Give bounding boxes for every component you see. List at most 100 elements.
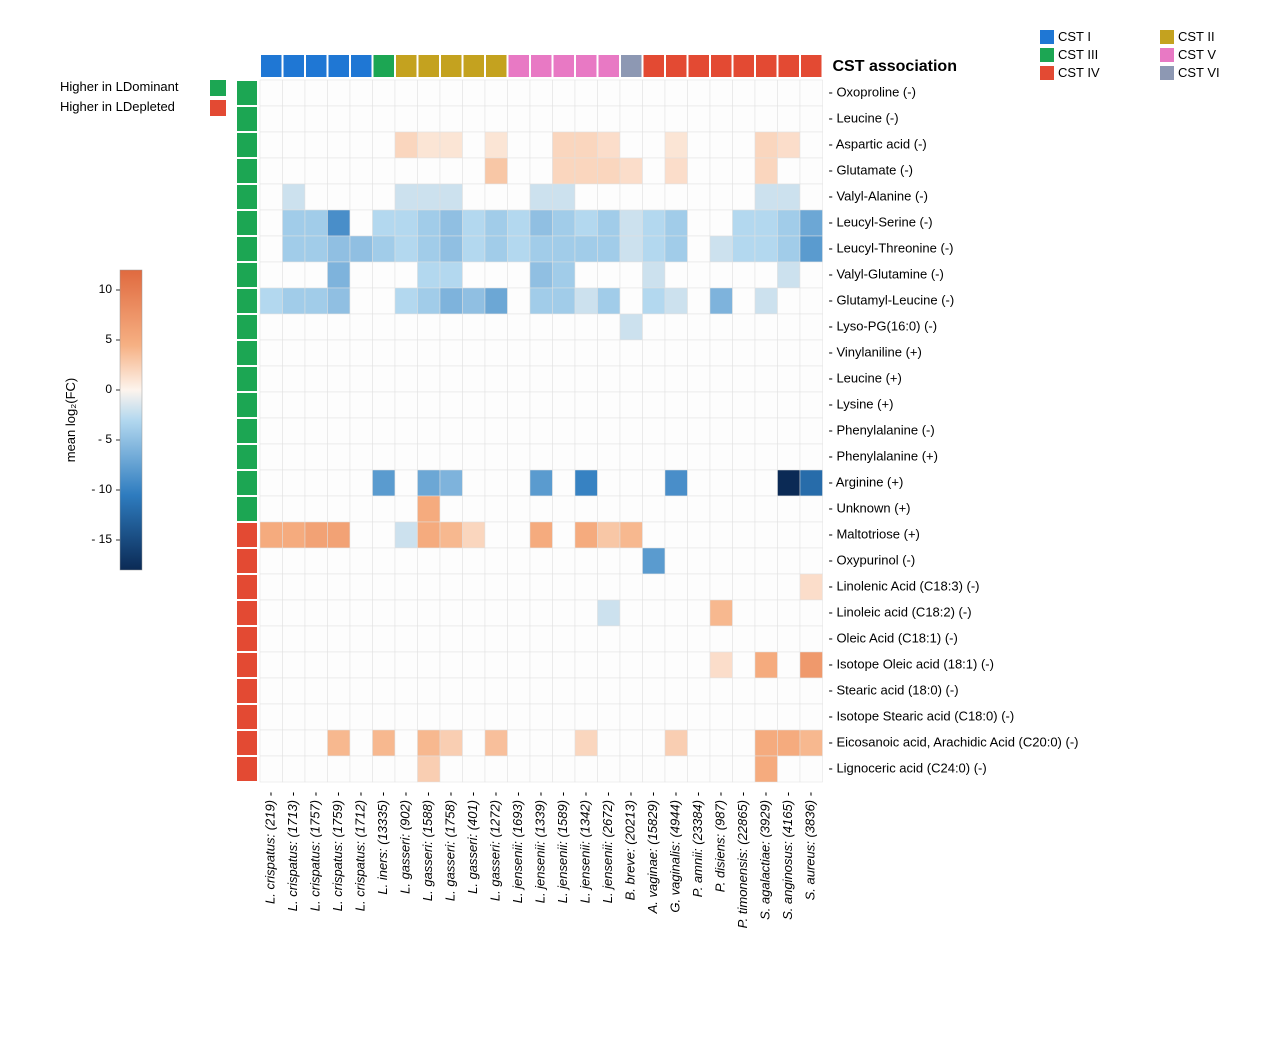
heatmap-cell [575,288,598,314]
row-annot-cell [236,132,258,158]
heatmap-cell [778,730,801,756]
heatmap-cell [688,80,711,106]
heatmap-cell [350,210,373,236]
heatmap-cell [665,652,688,678]
heatmap-cell [800,158,823,184]
heatmap-cell [395,496,418,522]
heatmap-cell [350,730,373,756]
heatmap-cell [733,522,756,548]
heatmap-cell [755,236,778,262]
col-label: S. anginosus: (4165) - [780,791,795,920]
heatmap-cell [530,574,553,600]
heatmap-cell [530,470,553,496]
heatmap-cell [283,730,306,756]
heatmap-cell [733,626,756,652]
heatmap-cell [733,106,756,132]
heatmap-cell [643,314,666,340]
heatmap-cell [485,236,508,262]
row-annot-cell [236,418,258,444]
heatmap-cell [733,80,756,106]
heatmap-cell [530,236,553,262]
row-annot-cell [236,366,258,392]
heatmap-cell [710,392,733,418]
heatmap-cell [575,678,598,704]
heatmap-cell [328,132,351,158]
heatmap-cell [755,704,778,730]
heatmap-cell [553,444,576,470]
heatmap-cell [530,444,553,470]
heatmap-cell [778,340,801,366]
cst-legend-label: CST II [1178,29,1215,44]
heatmap-cell [485,470,508,496]
heatmap-cell [755,548,778,574]
heatmap-cell [598,418,621,444]
heatmap-cell [688,678,711,704]
heatmap-cell [553,418,576,444]
heatmap-cell [755,730,778,756]
heatmap-cell [688,106,711,132]
heatmap-cell [733,288,756,314]
heatmap-cell [508,418,531,444]
heatmap-cell [665,626,688,652]
heatmap-cell [575,756,598,782]
heatmap-cell [800,106,823,132]
heatmap-cell [463,574,486,600]
heatmap-cell [305,678,328,704]
heatmap-cell [710,756,733,782]
heatmap-cell [328,80,351,106]
heatmap-cell [350,158,373,184]
cst-association-title: CST association [833,58,957,75]
heatmap-cell [350,262,373,288]
heatmap-cell [575,444,598,470]
heatmap-cell [373,626,396,652]
heatmap-cell [733,444,756,470]
heatmap-cell [778,704,801,730]
heatmap-cell [328,106,351,132]
heatmap-cell [755,366,778,392]
heatmap-cell [643,444,666,470]
heatmap-cell [733,652,756,678]
heatmap-cell [485,730,508,756]
col-label: L. crispatus: (1713) - [285,791,300,911]
heatmap-cell [373,106,396,132]
heatmap-cell [643,704,666,730]
heatmap-cell [350,704,373,730]
col-label: S. aureus: (3836) - [803,791,818,900]
heatmap-cell [733,236,756,262]
heatmap-cell [305,210,328,236]
heatmap-cell [508,522,531,548]
heatmap-cell [485,184,508,210]
heatmap-cell [575,522,598,548]
heatmap-cell [350,600,373,626]
heatmap-cell [305,548,328,574]
heatmap-cell [688,392,711,418]
heatmap-cell [620,600,643,626]
heatmap-cell [575,704,598,730]
heatmap-cell [508,756,531,782]
heatmap-cell [328,288,351,314]
heatmap-cell [598,756,621,782]
heatmap-cell [553,392,576,418]
heatmap-cell [283,418,306,444]
heatmap-cell [283,106,306,132]
heatmap-cell [485,80,508,106]
col-annot-cell [553,54,576,78]
heatmap-cell [733,392,756,418]
heatmap-cell [508,470,531,496]
heatmap-cell [553,756,576,782]
heatmap-cell [373,470,396,496]
heatmap-cell [575,262,598,288]
heatmap-cell [778,678,801,704]
col-annot-cell [418,54,441,78]
heatmap-cell [733,158,756,184]
heatmap-cell [665,392,688,418]
heatmap-cell [463,548,486,574]
heatmap-svg: CST association- Oxoproline (-)- Leucine… [20,20,1269,1044]
heatmap-cell [350,548,373,574]
heatmap-cell [260,418,283,444]
heatmap-cell [508,730,531,756]
heatmap-cell [395,106,418,132]
heatmap-cell [508,626,531,652]
heatmap-cell [575,574,598,600]
heatmap-cell [755,80,778,106]
